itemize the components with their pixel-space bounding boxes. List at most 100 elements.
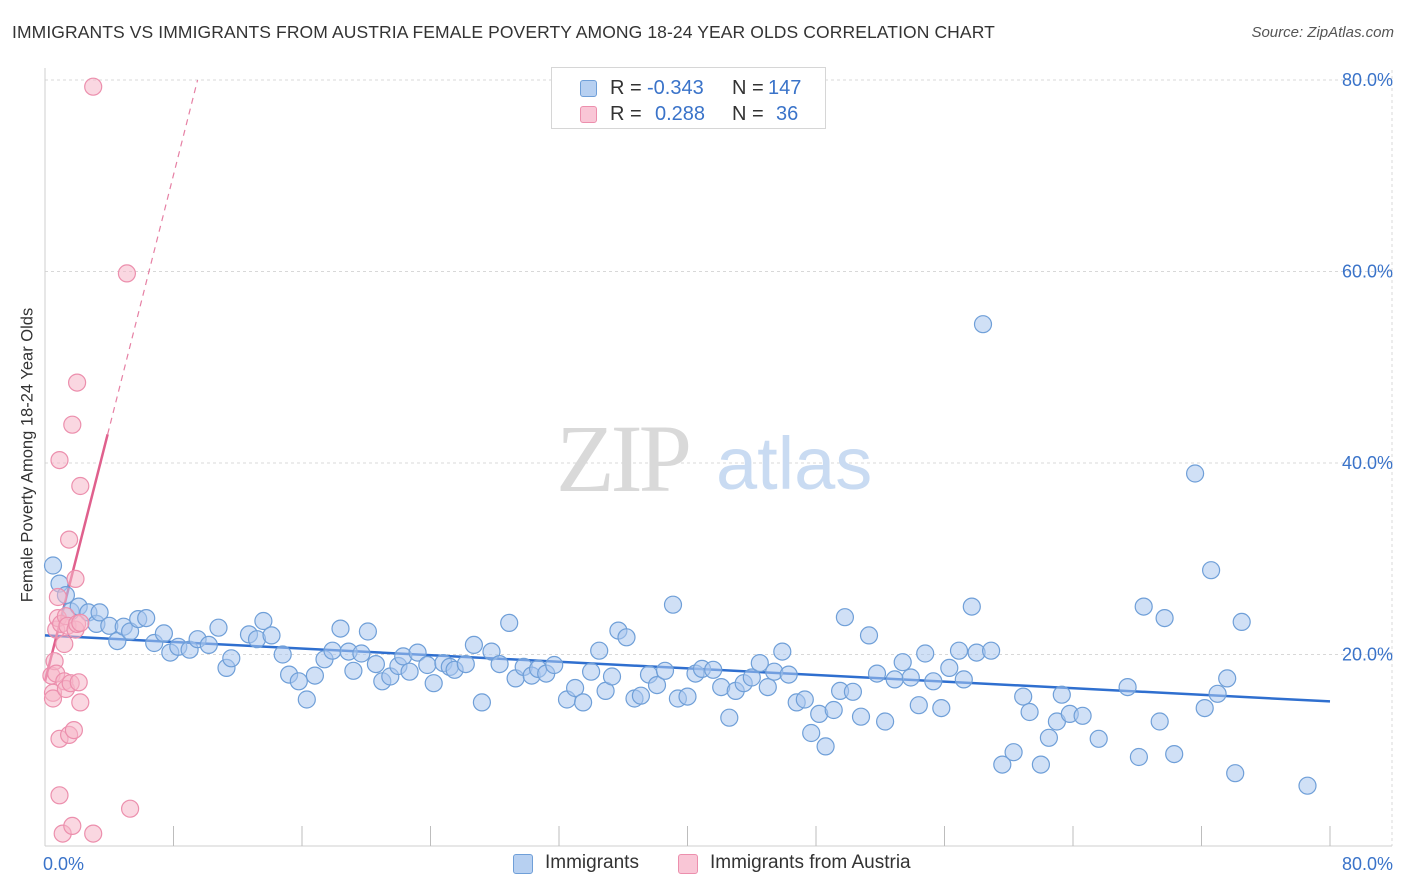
point-immigrants: [1155, 608, 1174, 628]
watermark-zip: ZIP: [556, 405, 689, 512]
point-immigrants: [1089, 729, 1108, 748]
point-immigrants: [490, 654, 509, 674]
point-immigrants: [893, 653, 912, 672]
point-immigrants: [222, 649, 241, 668]
point-immigrants: [602, 667, 622, 686]
point-immigrants: [565, 678, 585, 698]
legend-row-immigrants: R = -0.343 N = 147: [552, 76, 825, 102]
point-immigrants: [1014, 687, 1033, 706]
point-immigrants: [949, 641, 969, 660]
point-immigrants: [1004, 743, 1023, 762]
point-immigrants: [1226, 764, 1245, 783]
point-immigrants: [154, 624, 173, 643]
point-austria: [121, 799, 140, 818]
point-immigrants: [400, 662, 419, 681]
point-immigrants: [254, 611, 273, 631]
point-immigrants: [843, 682, 863, 701]
point-austria: [48, 587, 68, 607]
trend-line-austria: [43, 433, 109, 682]
point-immigrants: [1150, 712, 1169, 731]
legend-label-immigrants: Immigrants: [545, 852, 639, 873]
point-immigrants: [305, 666, 324, 685]
point-immigrants: [1218, 669, 1237, 688]
legend-n-value: 147: [768, 77, 802, 99]
point-immigrants: [424, 674, 443, 693]
point-austria: [43, 689, 63, 708]
point-immigrants: [824, 700, 843, 720]
point-immigrants: [859, 626, 879, 645]
point-austria: [71, 613, 90, 633]
point-austria: [71, 693, 90, 712]
point-immigrants: [867, 664, 887, 683]
point-immigrants: [573, 693, 593, 712]
point-immigrants: [323, 641, 342, 660]
point-immigrants: [758, 677, 777, 697]
point-immigrants: [456, 654, 475, 674]
point-immigrants: [750, 653, 769, 673]
tick-labels: 20.0% 40.0% 60.0% 80.0% 0.0% 80.0%: [43, 70, 1393, 874]
y-tick-label: 60.0%: [1342, 262, 1393, 282]
point-immigrants: [366, 654, 385, 674]
point-immigrants: [344, 661, 363, 680]
legend-n-label: N =: [732, 77, 764, 99]
chart-title: IMMIGRANTS VS IMMIGRANTS FROM AUSTRIA FE…: [12, 22, 995, 42]
point-immigrants: [720, 708, 739, 727]
point-immigrants: [273, 645, 292, 664]
point-immigrants: [1134, 597, 1153, 616]
point-immigrants: [1195, 698, 1214, 718]
gridlines: [45, 70, 1393, 846]
data-points: [42, 77, 1317, 843]
point-immigrants: [199, 635, 218, 655]
point-immigrants: [1129, 747, 1149, 767]
point-immigrants: [875, 712, 895, 731]
point-immigrants: [209, 618, 228, 637]
point-immigrants: [631, 686, 651, 705]
point-immigrants: [1020, 702, 1039, 722]
point-austria: [67, 373, 87, 392]
point-immigrants: [924, 672, 943, 691]
point-immigrants: [1298, 776, 1317, 795]
y-tick-label: 80.0%: [1342, 70, 1393, 90]
point-immigrants: [655, 661, 675, 680]
series-legend: Immigrants Immigrants from Austria: [0, 852, 1406, 878]
point-immigrants: [262, 626, 281, 645]
point-immigrants: [795, 690, 814, 709]
y-tick-label: 20.0%: [1342, 645, 1393, 665]
point-immigrants: [408, 643, 427, 662]
point-immigrants: [1165, 744, 1184, 764]
point-immigrants: [43, 556, 63, 575]
point-immigrants: [472, 693, 491, 712]
point-immigrants: [901, 668, 920, 687]
y-axis-label: Female Poverty Among 18-24 Year Olds: [18, 307, 37, 603]
point-immigrants: [590, 641, 609, 660]
x-tick-label: 80.0%: [1342, 854, 1393, 874]
point-immigrants: [418, 655, 437, 675]
legend-n-label: N =: [732, 103, 764, 125]
legend-n-value: 36: [776, 103, 799, 125]
point-immigrants: [742, 668, 761, 687]
point-immigrants: [816, 737, 835, 756]
watermark: ZIP atlas: [556, 405, 872, 512]
point-immigrants: [962, 597, 981, 616]
point-immigrants: [464, 635, 483, 655]
point-immigrants: [954, 670, 973, 689]
point-immigrants: [647, 675, 667, 695]
legend-label-austria: Immigrants from Austria: [710, 852, 911, 873]
point-immigrants: [90, 603, 109, 622]
point-austria: [64, 720, 84, 740]
point-immigrants: [779, 665, 798, 684]
point-austria: [66, 569, 85, 589]
point-immigrants: [678, 687, 697, 706]
point-immigrants: [1208, 684, 1227, 703]
point-austria: [63, 415, 82, 434]
point-austria: [69, 673, 88, 692]
point-immigrants: [940, 658, 959, 678]
legend-r-label: R =: [610, 77, 642, 99]
source-note: Source: ZipAtlas.com: [1251, 24, 1394, 41]
point-immigrants: [802, 723, 821, 743]
point-immigrants: [773, 642, 792, 661]
point-immigrants: [973, 315, 993, 334]
point-austria: [84, 824, 103, 843]
point-austria: [71, 476, 90, 496]
point-immigrants: [885, 670, 904, 689]
